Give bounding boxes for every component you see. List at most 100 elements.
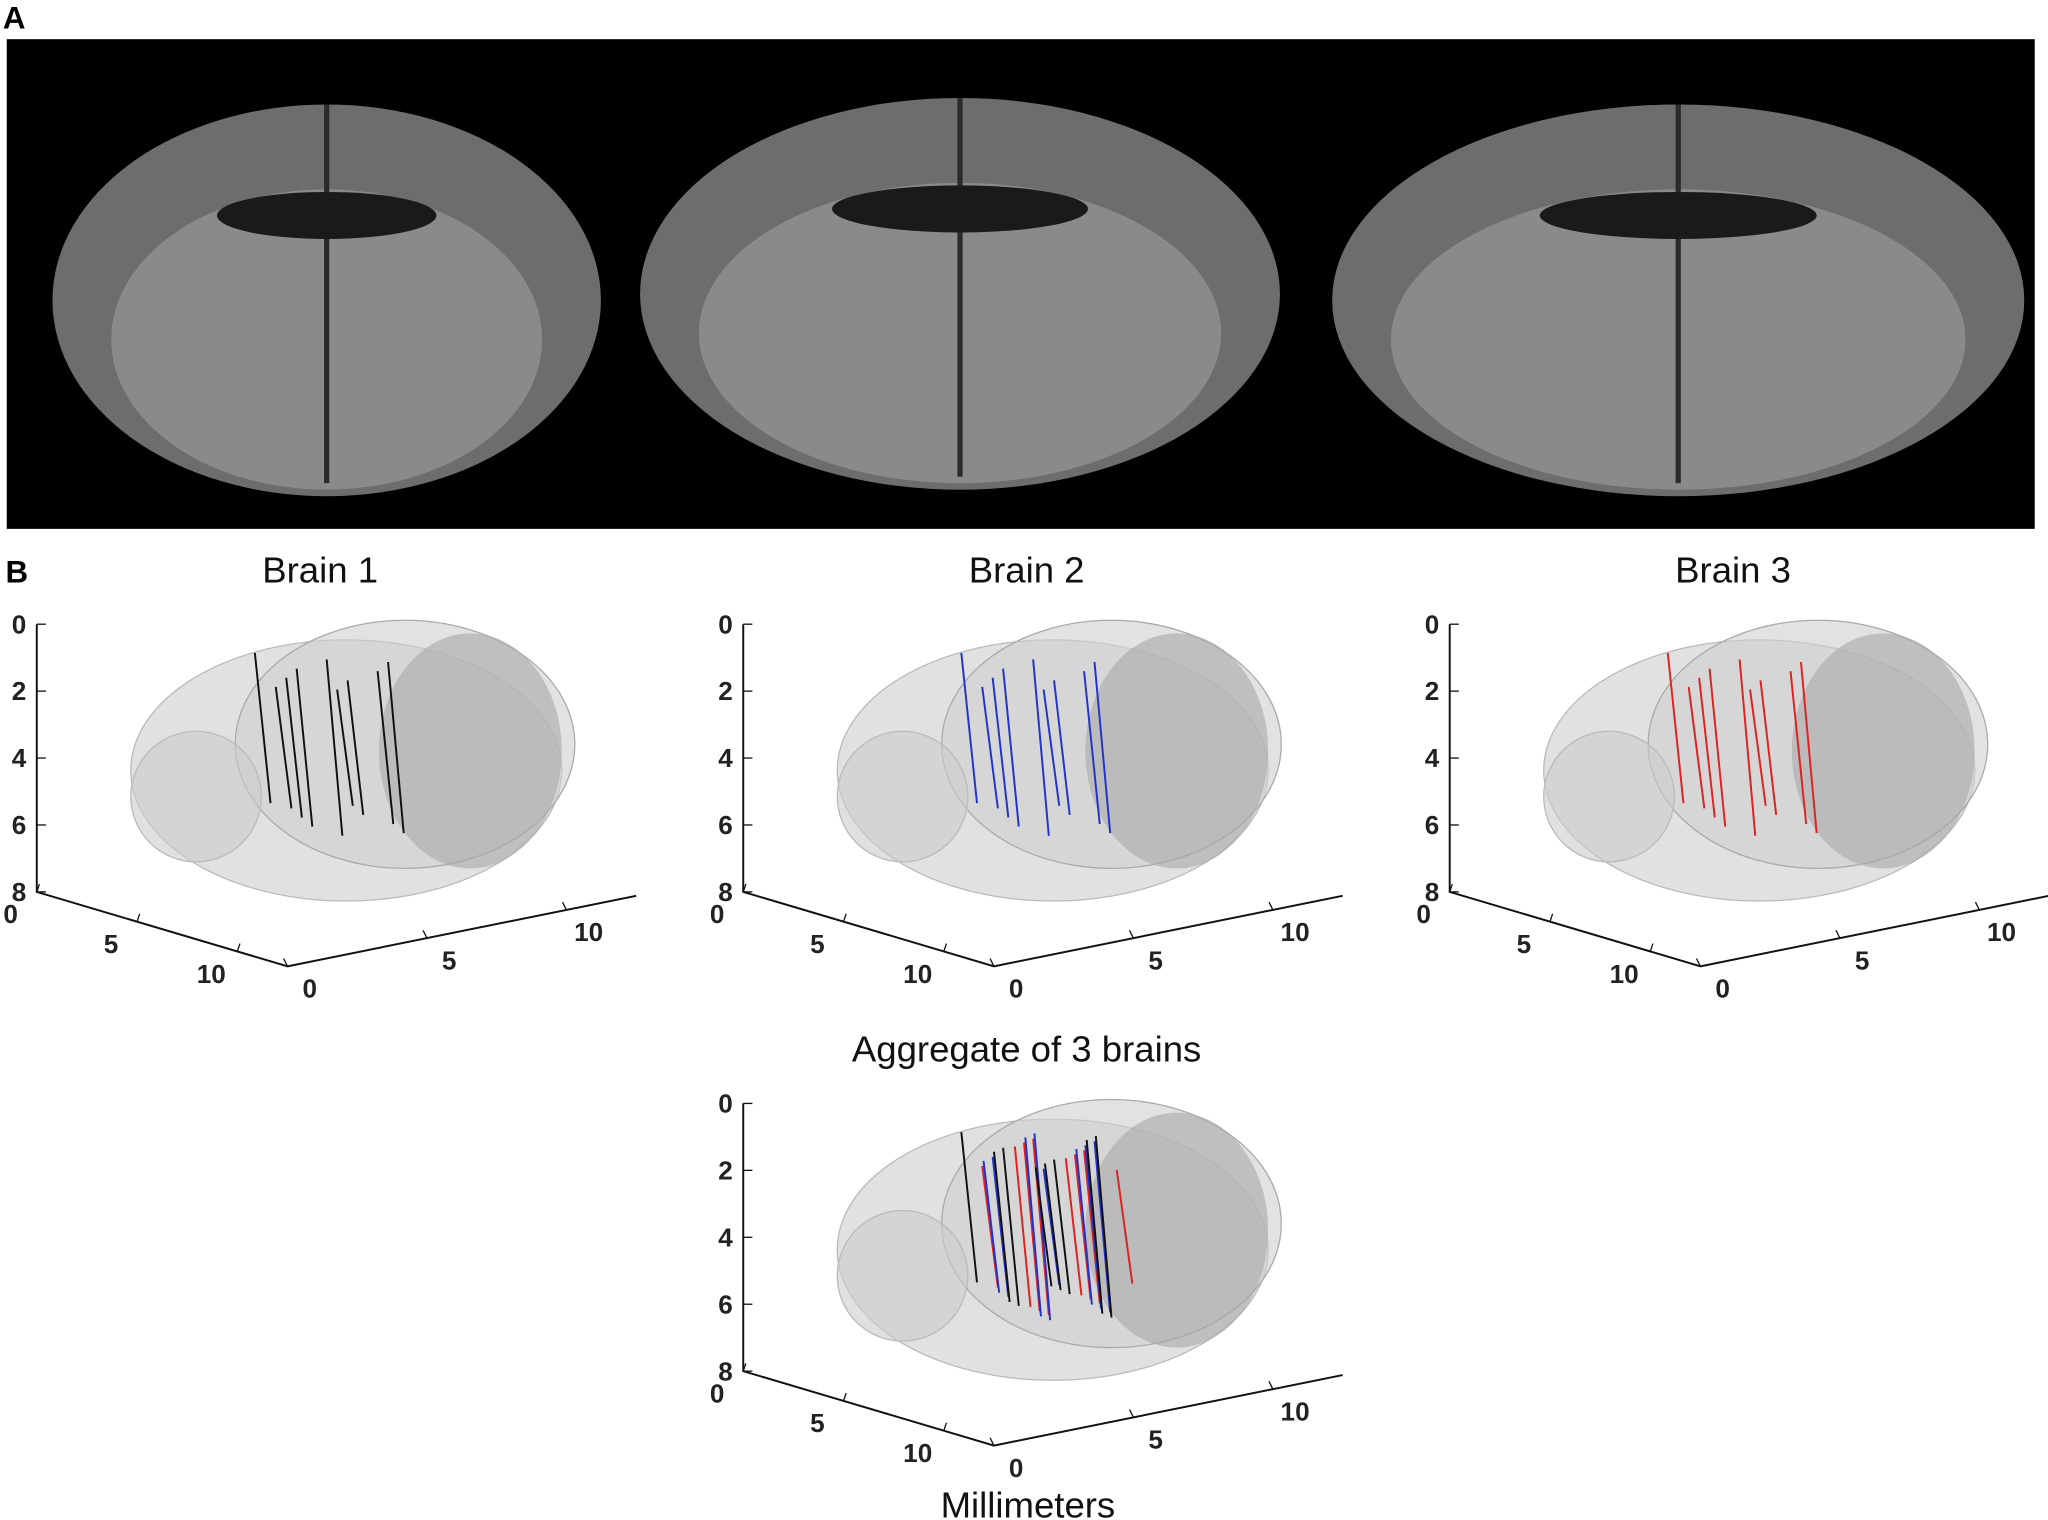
tick-mark [989, 1437, 995, 1446]
tick-mark [742, 883, 747, 893]
probe-track [1043, 1163, 1062, 1291]
plot-title: Brain 1 [262, 549, 378, 590]
z-tick-label: 6 [718, 810, 733, 840]
x-tick-label: 0 [710, 1378, 725, 1408]
x-tick-label: 10 [903, 959, 932, 989]
probe-track [1013, 1146, 1032, 1308]
olfactory [836, 1209, 969, 1342]
y-tick-label: 10 [1281, 1396, 1310, 1426]
probe-track [1064, 1158, 1083, 1296]
axis-label: Millimeters [941, 1484, 1116, 1520]
probe-track [1002, 668, 1020, 827]
olfactory [1543, 730, 1675, 863]
tick-mark [1835, 929, 1841, 939]
probe-track [1789, 671, 1808, 825]
y-tick-label: 0 [302, 974, 317, 1004]
z-tick-label: 6 [1425, 810, 1440, 840]
probe-track [1032, 659, 1050, 836]
probe-track [1034, 1167, 1053, 1287]
probe-track [346, 680, 365, 815]
probe-track [1749, 689, 1767, 806]
probe-track [387, 661, 405, 834]
tick-mark [1128, 1409, 1135, 1418]
tick-mark [842, 1392, 847, 1402]
plot-title: Brain 2 [969, 549, 1085, 590]
probe-track [1094, 1135, 1113, 1318]
plot-title: Aggregate of 3 brains [852, 1029, 1201, 1070]
probe-track [1093, 661, 1112, 834]
x-tick-label: 0 [710, 899, 725, 929]
tick-mark [989, 958, 995, 967]
probe-track [992, 1151, 1011, 1303]
y-tick-label: 10 [1987, 917, 2016, 947]
probe-track [336, 689, 354, 806]
y-tick-label: 5 [442, 945, 457, 975]
x-tick-label: 0 [3, 899, 18, 929]
cerebellum [1085, 633, 1269, 869]
tick-mark [1268, 1381, 1274, 1390]
tick-mark [422, 929, 428, 939]
probe-track [1115, 1169, 1134, 1284]
tick-mark [1549, 913, 1554, 922]
y-tick-label: 5 [1855, 945, 1870, 975]
z-tick-label: 0 [718, 1089, 733, 1119]
tick-mark [1128, 929, 1135, 939]
probe-track [1708, 668, 1727, 827]
y-tick-label: 10 [1281, 917, 1310, 947]
z-tick-label: 2 [1425, 676, 1440, 706]
tick-mark [36, 883, 41, 893]
tick-mark [842, 913, 847, 922]
y-tick-label: 0 [1009, 974, 1024, 1004]
probe-track [1075, 1149, 1093, 1305]
tick-mark [943, 943, 948, 952]
brain-sections [52, 98, 2025, 497]
ventricle [216, 191, 437, 239]
x-tick-label: 5 [1517, 929, 1532, 959]
z-tick-label: 0 [1425, 609, 1440, 639]
x-tick-label: 5 [104, 929, 119, 959]
tick-mark [236, 943, 241, 952]
cerebellum [378, 633, 562, 869]
tick-mark [561, 901, 568, 911]
tick-mark [1268, 901, 1274, 911]
x-tick-label: 10 [197, 959, 226, 989]
y-tick-label: 5 [1148, 1425, 1163, 1455]
probe-track [1800, 661, 1818, 834]
z-tick-label: 8 [12, 877, 27, 907]
y-tick-label: 0 [1715, 974, 1730, 1004]
ventricle [832, 185, 1088, 233]
probe-track [376, 671, 395, 825]
probe-track [1085, 1139, 1104, 1314]
probe-track [960, 1132, 978, 1283]
z-tick-label: 2 [718, 1156, 733, 1186]
probe-track [1042, 689, 1061, 806]
tick-mark [1449, 883, 1453, 893]
z-tick-label: 6 [12, 810, 27, 840]
y-tick-label: 10 [574, 917, 603, 947]
z-tick-label: 0 [12, 609, 27, 639]
tick-mark [943, 1422, 948, 1431]
probe-track [295, 668, 314, 827]
z-tick-label: 8 [718, 877, 733, 907]
probe-track [1053, 1159, 1071, 1295]
probe-track [1666, 652, 1685, 804]
z-tick-label: 4 [718, 743, 733, 773]
probe-track [991, 677, 1010, 818]
probe-track [325, 659, 344, 836]
tick-mark [283, 958, 289, 967]
panel-label: B [5, 554, 28, 589]
probe-track [981, 686, 999, 809]
x-tick-label: 10 [1610, 959, 1639, 989]
cerebellum [1085, 1112, 1269, 1348]
z-tick-label: 2 [12, 676, 27, 706]
probe-track [1053, 680, 1071, 815]
probe-track [960, 652, 978, 804]
tick-mark [742, 1363, 747, 1372]
tick-mark [1974, 901, 1980, 911]
probe-track [274, 686, 293, 809]
